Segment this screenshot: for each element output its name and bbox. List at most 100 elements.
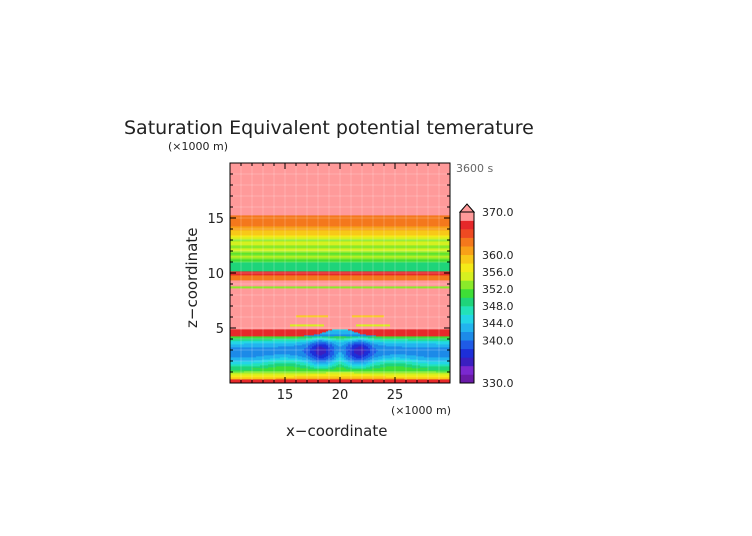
heatmap-cell	[354, 331, 450, 333]
heatmap-cell	[230, 263, 450, 265]
heatmap-cell	[230, 256, 450, 258]
heatmap-cell	[302, 350, 311, 352]
heatmap-cell	[310, 350, 315, 352]
heatmap-cell	[274, 363, 297, 365]
heatmap-cell	[308, 358, 315, 360]
heatmap-cell	[328, 337, 353, 339]
heatmap-cell	[230, 354, 275, 356]
heatmap-cell	[334, 347, 347, 349]
heatmap-cell	[370, 359, 379, 361]
heatmap-cell	[352, 365, 367, 367]
heatmap-cell	[380, 340, 450, 342]
heatmap-cell	[230, 270, 450, 272]
heatmap-cell	[230, 180, 450, 182]
heatmap-cell	[296, 363, 309, 365]
heatmap-cell	[338, 357, 343, 359]
heatmap-cell	[230, 214, 450, 216]
heatmap-cell	[310, 351, 317, 353]
heatmap-cell	[230, 363, 253, 365]
y-unit-label: (×1000 m)	[168, 140, 228, 153]
heatmap-cell	[230, 371, 245, 373]
heatmap-cell	[376, 348, 450, 350]
heatmap-cell	[334, 351, 347, 353]
colorbar-swatch	[460, 237, 474, 247]
colorbar: 370.0 360.0 356.0 352.0 348.0 344.0 340.0 330.0	[458, 203, 514, 390]
heatmap-cell	[402, 346, 450, 348]
heatmap-cell	[230, 325, 291, 327]
heatmap-cell	[370, 344, 379, 346]
heatmap-cell	[230, 288, 450, 290]
heatmap-cell	[374, 343, 437, 345]
heatmap-cell	[336, 354, 345, 356]
heatmap-cell	[230, 223, 450, 225]
heatmap-cell	[230, 356, 257, 358]
colorbar-swatch	[460, 297, 474, 307]
heatmap-cell	[346, 336, 359, 338]
heatmap-cell	[332, 345, 339, 347]
heatmap-cell	[344, 359, 349, 361]
heatmap-cell	[230, 309, 450, 311]
heatmap-cell	[352, 355, 367, 357]
heatmap-cell	[314, 358, 329, 360]
heatmap-cell	[374, 341, 450, 343]
heatmap-cell	[230, 368, 253, 370]
heatmap-cell	[310, 348, 317, 350]
colorbar-swatch	[460, 229, 474, 238]
heatmap-cell	[300, 364, 311, 366]
heatmap-cell	[334, 343, 347, 345]
heatmap-cell	[230, 364, 269, 366]
heatmap-cell	[366, 358, 373, 360]
heatmap-cell	[348, 345, 353, 347]
heatmap-cell	[230, 175, 450, 177]
heatmap-cell	[346, 343, 353, 345]
heatmap-cell	[372, 346, 403, 348]
heatmap-cell	[344, 349, 351, 351]
heatmap-cell	[230, 342, 297, 344]
heatmap-cell	[230, 252, 450, 254]
heatmap-cell	[230, 247, 450, 249]
heatmap-cell	[312, 354, 319, 356]
heatmap-cell	[382, 355, 417, 357]
heatmap-cell	[230, 318, 450, 320]
heatmap-cell	[230, 187, 450, 189]
heatmap-cell	[334, 348, 347, 350]
heatmap-cell	[326, 342, 333, 344]
heatmap-cell	[300, 367, 315, 369]
heatmap-cell	[368, 343, 375, 345]
heatmap-cell	[230, 345, 295, 347]
heatmap-cell	[310, 356, 317, 358]
heatmap-cell	[304, 351, 311, 353]
colorbar-swatch	[460, 314, 474, 324]
heatmap-cell	[304, 362, 313, 364]
heatmap-cell	[314, 363, 329, 365]
heatmap-cell	[290, 324, 325, 326]
heatmap-cell	[358, 340, 363, 342]
heatmap-cell	[428, 368, 450, 370]
heatmap-cell	[344, 358, 347, 360]
heatmap-cell	[230, 266, 450, 268]
heatmap-cell	[230, 294, 450, 296]
heatmap-cell	[308, 368, 335, 370]
heatmap-cell	[364, 352, 371, 354]
heatmap-cell	[352, 316, 385, 318]
heatmap-cell	[386, 366, 405, 368]
heatmap-cell	[230, 179, 450, 181]
heatmap-cell	[354, 350, 367, 352]
heatmap-cell	[310, 364, 333, 366]
heatmap-cell	[230, 374, 311, 376]
heatmap-cell	[324, 339, 333, 341]
heatmap-cell	[372, 368, 429, 370]
heatmap-cell	[328, 341, 337, 343]
heatmap-cell	[326, 351, 331, 353]
heatmap-cell	[230, 240, 450, 242]
heatmap-cell	[230, 190, 450, 192]
heatmap-cell	[420, 369, 450, 371]
heatmap-cell	[366, 345, 373, 347]
heatmap-cell	[230, 350, 303, 352]
heatmap-cell	[334, 360, 347, 362]
heatmap-cell	[230, 218, 450, 220]
heatmap-cell	[316, 356, 327, 358]
heatmap-cell	[312, 343, 329, 345]
heatmap-cell	[336, 344, 345, 346]
heatmap-cell	[350, 362, 369, 364]
